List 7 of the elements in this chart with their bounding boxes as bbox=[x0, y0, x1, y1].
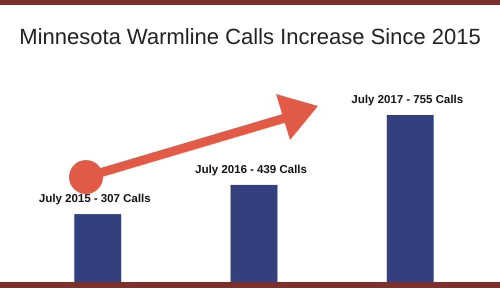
data-label: 755 Calls bbox=[413, 94, 464, 106]
chart-title: Minnesota Warmline Calls Increase Since 2015 bbox=[19, 24, 481, 49]
x-tick-label: July 2016 - bbox=[195, 164, 254, 176]
x-tick-label: July 2015 - bbox=[38, 193, 98, 206]
x-tick-label: July 2017 - bbox=[351, 94, 410, 106]
data-label: 439 Calls bbox=[257, 164, 307, 176]
data-label: 307 Calls bbox=[100, 193, 151, 206]
